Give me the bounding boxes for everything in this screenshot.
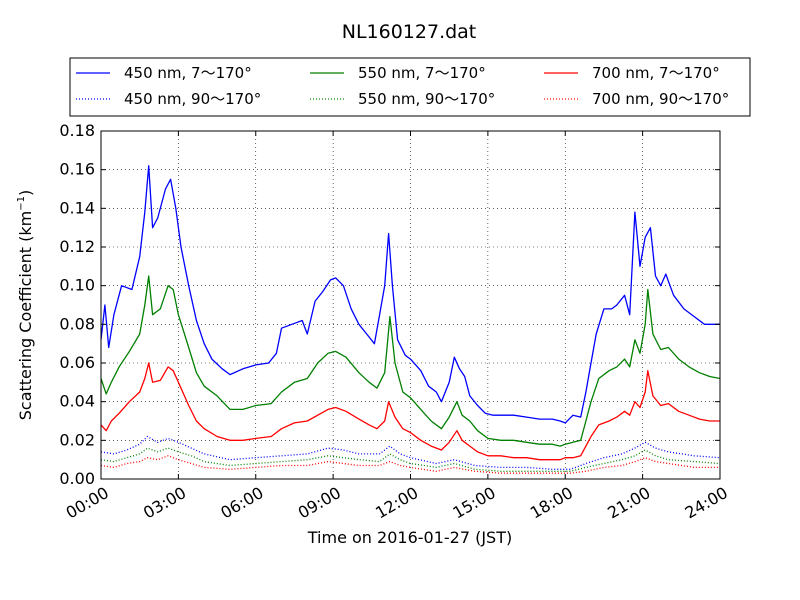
series-line-0 [101, 165, 720, 424]
series-line-5 [101, 455, 720, 474]
x-axis-label: Time on 2016-01-27 (JST) [307, 528, 512, 547]
y-tick-label: 0.02 [59, 430, 95, 449]
y-tick-label: 0.12 [59, 237, 95, 256]
y-tick-label: 0.00 [59, 469, 95, 488]
y-axis-label-close: ) [16, 190, 35, 196]
series-layer [101, 165, 720, 474]
y-tick-label: 0.06 [59, 353, 95, 372]
y-axis-label-sup: −1 [16, 196, 27, 211]
y-axis-label: Scattering Coefficient (km−1) [16, 190, 35, 421]
y-axis-label-main: Scattering Coefficient (km [16, 211, 35, 421]
legend-label-2: 700 nm, 7～170° [592, 64, 720, 82]
legend: 450 nm, 7～170° 550 nm, 7～170° 700 nm, 7～17… [69, 57, 751, 117]
legend-label-3: 450 nm, 90～170° [124, 90, 261, 108]
y-tick-label: 0.04 [59, 392, 95, 411]
y-tick-label: 0.08 [59, 314, 95, 333]
y-tick-label: 0.14 [59, 198, 95, 217]
series-line-1 [101, 275, 720, 447]
y-tick-label: 0.10 [59, 276, 95, 295]
legend-label-4: 550 nm, 90～170° [358, 90, 495, 108]
y-tick-label: 0.16 [59, 160, 95, 179]
series-line-2 [101, 362, 720, 461]
y-tick-label: 0.18 [59, 121, 95, 140]
legend-label-1: 550 nm, 7～170° [358, 64, 486, 82]
legend-box [69, 57, 751, 117]
legend-label-5: 700 nm, 90～170° [592, 90, 729, 108]
chart-title: NL160127.dat [342, 21, 477, 43]
legend-label-0: 450 nm, 7～170° [124, 64, 252, 82]
